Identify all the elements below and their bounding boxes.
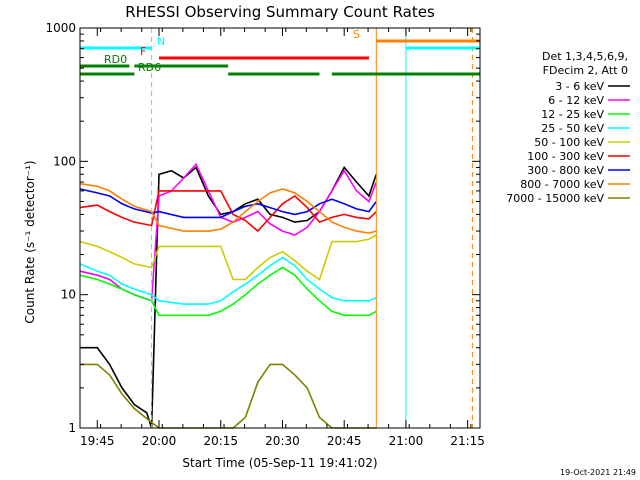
- x-tick-label-0: 19:45: [80, 434, 115, 448]
- state-bar-label-1: F: [140, 45, 146, 58]
- x-tick-label-3: 20:30: [265, 434, 300, 448]
- series-line-8: [80, 363, 377, 429]
- legend-entry-label-3: 25 - 50 keV: [541, 122, 604, 135]
- x-tick-label-4: 20:45: [327, 434, 362, 448]
- x-tick-label-1: 20:00: [142, 434, 177, 448]
- state-bar-label-4: RD6: [138, 61, 161, 74]
- series-line-6: [79, 188, 377, 219]
- y-tick-label-1: 10: [61, 288, 76, 302]
- legend-entry-label-8: 7000 - 15000 keV: [506, 192, 604, 205]
- plot-frame: [79, 27, 481, 429]
- footer-date: 19-Oct-2021 21:49: [560, 468, 636, 477]
- x-tick-label-5: 21:00: [389, 434, 424, 448]
- series-line-4: [79, 234, 377, 281]
- series-line-5: [79, 190, 377, 233]
- legend-entry-label-5: 100 - 300 keV: [527, 150, 604, 163]
- legend-header-1: FDecim 2, Att 0: [543, 64, 628, 77]
- legend-entry-label-4: 50 - 100 keV: [534, 136, 604, 149]
- state-bar-label-2: S: [353, 28, 360, 41]
- legend-entry-label-6: 300 - 800 keV: [527, 164, 604, 177]
- ticks-layer: 1 10 100 1000 19:45 20:00 20:15 20:30 20:45 21:00…: [45, 21, 484, 448]
- series-line-7: [79, 182, 377, 234]
- legend: Det 1,3,4,5,6,9,FDecim 2, Att 0 3 - 6 keV…: [506, 50, 630, 205]
- y-axis-label: Count Rate (s⁻¹ detector⁻¹): [23, 160, 37, 323]
- legend-entry-label-1: 6 - 12 keV: [548, 94, 604, 107]
- legend-entry-label-0: 3 - 6 keV: [555, 80, 604, 93]
- x-axis-label: Start Time (05-Sep-11 19:41:02): [182, 456, 377, 470]
- x-tick-label-2: 20:15: [203, 434, 238, 448]
- x-tick-label-6: 21:15: [450, 434, 485, 448]
- series-line-2: [79, 266, 377, 317]
- y-tick-label-3: 1000: [45, 21, 76, 35]
- series-layer: [79, 162, 378, 429]
- legend-entry-label-7: 800 - 7000 keV: [520, 178, 604, 191]
- series-line-1: [79, 162, 378, 302]
- chart-title: RHESSI Observing Summary Count Rates: [125, 3, 435, 21]
- state-bar-label-3: RD0: [104, 53, 127, 66]
- y-tick-label-2: 100: [53, 154, 76, 168]
- state-bar-label-0: N: [157, 35, 165, 48]
- legend-header-0: Det 1,3,4,5,6,9,: [542, 50, 628, 63]
- state-bars-layer: NF S RD0 RD6: [80, 28, 480, 76]
- series-line-3: [79, 256, 377, 305]
- legend-entry-label-2: 12 - 25 keV: [541, 108, 604, 121]
- y-tick-label-0: 1: [68, 421, 76, 435]
